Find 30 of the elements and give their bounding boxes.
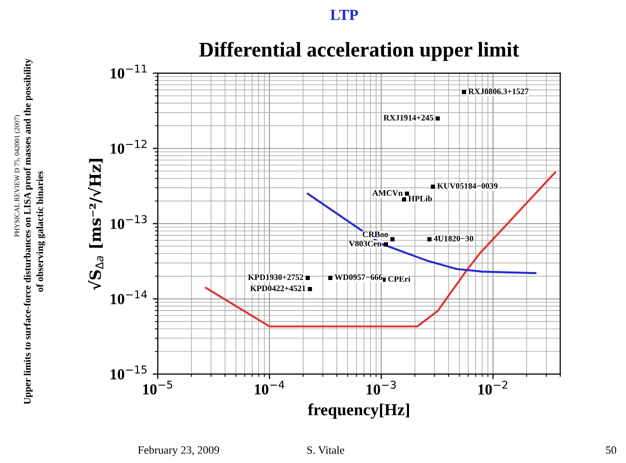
annotation: V803Cen <box>348 240 382 247</box>
annotation: KUV05184−0039 <box>437 183 498 189</box>
x-tick-label: 10$^{−4}$ <box>254 380 284 395</box>
text: S. Vitale <box>307 446 344 454</box>
y-tick-label: 10$^{−15}$ <box>110 366 147 380</box>
annotation: AMCVn <box>372 190 403 196</box>
annotation: HPLib <box>408 196 432 202</box>
text: February 23, 2009 <box>138 446 220 456</box>
y-axis-title: √S$_{Δa}$ [ms⁻²/√Hz] <box>88 158 104 290</box>
annotation: RXJ1914+245 <box>384 114 434 121</box>
x-tick-label: 10$^{−3}$ <box>366 380 396 395</box>
x-tick-label: 10$^{−2}$ <box>478 380 508 395</box>
text: LTP <box>330 10 358 20</box>
text: Upper limits to surface-force disturbances on LISA proof masses and the possibility <box>24 58 33 404</box>
annotation: RXJ0806.3+1527 <box>468 88 528 94</box>
text: of observing galactic binaries <box>36 171 46 292</box>
annotation: CRBoo <box>362 232 388 238</box>
annotation: WD0957−666 <box>334 274 382 280</box>
annotation: 4U1820−30 <box>434 236 474 242</box>
annotation: KPD1930+2752 <box>248 274 304 280</box>
y-tick-label: 10$^{−14}$ <box>110 290 147 304</box>
annotation: CPEri <box>388 276 410 282</box>
y-tick-label: 10$^{−13}$ <box>110 215 147 230</box>
annotation: KPD0422+4521 <box>250 286 306 292</box>
x-tick-label: 10$^{−5}$ <box>143 380 172 395</box>
text: 50 <box>606 446 616 454</box>
y-tick-label: 10$^{−12}$ <box>110 140 146 154</box>
y-tick-label: 10$^{−11}$ <box>110 64 147 79</box>
x-axis-title: frequency[Hz] <box>308 403 409 419</box>
chart-title: Differential acceleration upper limit <box>199 42 520 61</box>
